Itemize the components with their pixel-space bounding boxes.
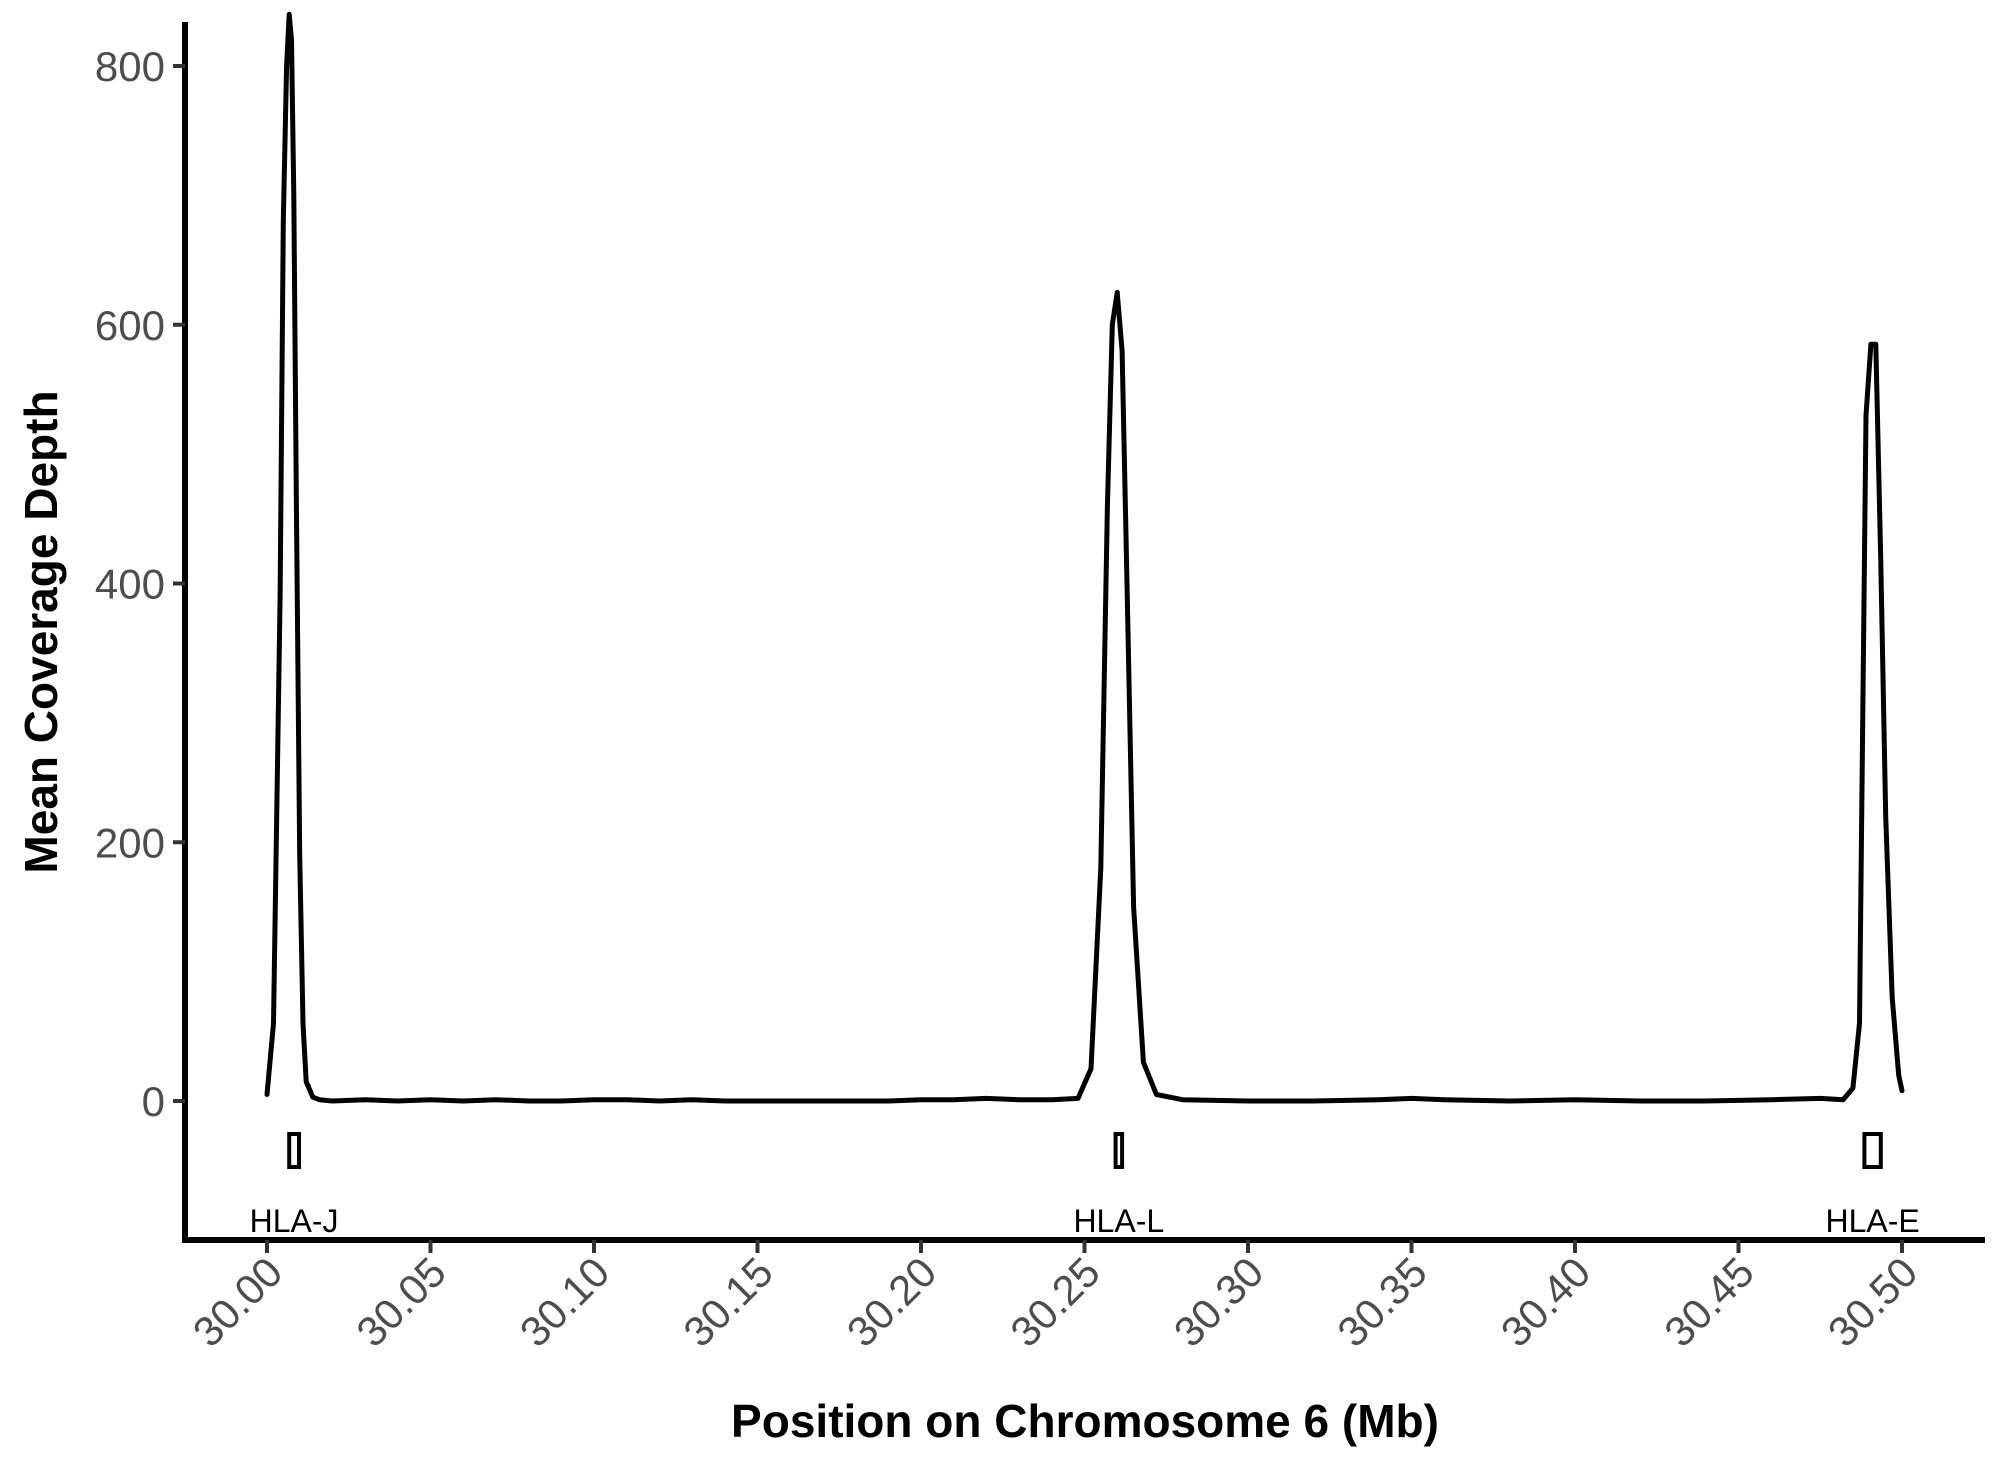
gene-box xyxy=(287,1132,302,1169)
gene-label: HLA-E xyxy=(1825,1203,1919,1239)
y-tick-label: 600 xyxy=(95,302,165,349)
gene-box xyxy=(1862,1132,1883,1169)
gene-label: HLA-J xyxy=(250,1203,339,1239)
y-axis-ticks: 0 200 400 600 800 xyxy=(95,43,185,1125)
x-tick-label: 30.25 xyxy=(1001,1248,1109,1356)
x-tick-label: 30.10 xyxy=(511,1248,619,1356)
x-tick-label: 30.40 xyxy=(1492,1248,1600,1356)
y-tick-label: 200 xyxy=(95,819,165,866)
x-tick-label: 30.05 xyxy=(347,1248,455,1356)
y-axis-title: Mean Coverage Depth xyxy=(15,390,67,873)
y-tick-label: 0 xyxy=(142,1078,165,1125)
y-tick-label: 800 xyxy=(95,43,165,90)
x-axis-ticks: 30.00 30.05 30.10 30.15 30.20 30.25 30.30 30.35… xyxy=(184,1240,1927,1356)
x-tick-label: 30.15 xyxy=(674,1248,782,1356)
x-tick-label: 30.00 xyxy=(184,1248,292,1356)
x-tick-label: 30.30 xyxy=(1165,1248,1273,1356)
x-axis-title: Position on Chromosome 6 (Mb) xyxy=(731,1395,1439,1447)
gene-label: HLA-L xyxy=(1073,1203,1164,1239)
plot-area: HLA-J HLA-L HLA-E xyxy=(250,11,1920,1239)
x-tick-label: 30.35 xyxy=(1328,1248,1436,1356)
y-tick-label: 400 xyxy=(95,561,165,608)
x-tick-label: 30.50 xyxy=(1819,1248,1927,1356)
coverage-line xyxy=(264,11,1905,1104)
gene-box xyxy=(1113,1132,1125,1169)
x-tick-label: 30.45 xyxy=(1655,1248,1763,1356)
x-tick-label: 30.20 xyxy=(838,1248,946,1356)
